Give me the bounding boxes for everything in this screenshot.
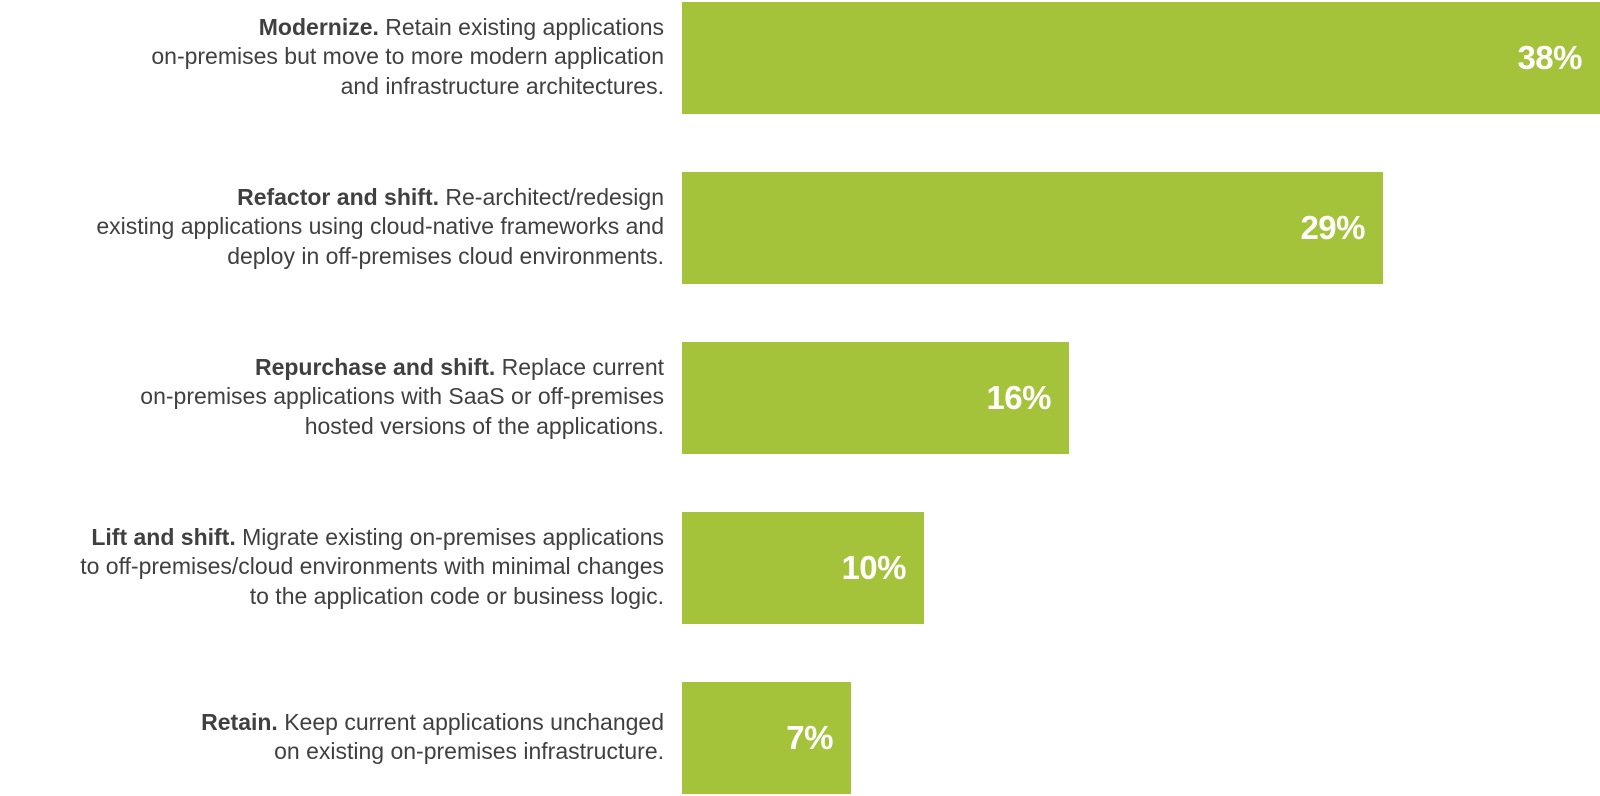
data-label: 10% — [841, 549, 906, 586]
category-name: Lift and shift. — [91, 523, 236, 550]
category-label-line: Refactor and shift. Re-architect/redesig… — [0, 183, 664, 213]
category-description: Replace current — [501, 353, 664, 380]
category-name: Retain. — [201, 708, 278, 735]
category-description: Keep current applications unchanged — [284, 708, 664, 735]
category-description: and infrastructure architectures. — [340, 72, 664, 99]
bar: 10% — [682, 512, 924, 624]
category-label-line: Repurchase and shift. Replace current — [0, 353, 664, 383]
category-label-line: on existing on-premises infrastructure. — [0, 737, 664, 767]
category-description: hosted versions of the applications. — [304, 412, 664, 439]
bar: 7% — [682, 682, 851, 794]
category-name: Repurchase and shift. — [254, 353, 496, 380]
category-description: to the application code or business logi… — [249, 582, 664, 609]
category-description: existing applications using cloud-native… — [96, 213, 664, 240]
category-label-line: to off-premises/cloud environments with … — [0, 552, 664, 582]
category-label: Modernize. Retain existing applications o… — [0, 13, 664, 102]
bar: 16% — [682, 342, 1069, 454]
category-label: Refactor and shift. Re-architect/redesig… — [0, 183, 664, 272]
bar: 29% — [682, 172, 1383, 284]
category-label-line: on-premises but move to more modern appl… — [0, 42, 664, 72]
category-label-line: Retain. Keep current applications unchan… — [0, 708, 664, 738]
category-label-line: Lift and shift. Migrate existing on-prem… — [0, 523, 664, 553]
category-description: to off-premises/cloud environments with … — [80, 553, 664, 580]
category-label: Lift and shift. Migrate existing on-prem… — [0, 523, 664, 612]
data-label: 7% — [786, 719, 833, 756]
category-description: Retain existing applications — [385, 13, 664, 40]
data-label: 16% — [986, 379, 1051, 416]
category-name: Refactor and shift. — [237, 183, 439, 210]
category-label-line: on-premises applications with SaaS or of… — [0, 382, 664, 412]
category-description: Migrate existing on-premises application… — [242, 523, 664, 550]
category-label-line: deploy in off-premises cloud environment… — [0, 242, 664, 272]
category-label-line: and infrastructure architectures. — [0, 72, 664, 102]
category-label-line: existing applications using cloud-native… — [0, 212, 664, 242]
category-description: Re-architect/redesign — [445, 183, 664, 210]
bar: 38% — [682, 2, 1600, 114]
category-description: deploy in off-premises cloud environment… — [227, 242, 664, 269]
category-name: Modernize. — [258, 13, 379, 40]
category-label: Retain. Keep current applications unchan… — [0, 708, 664, 767]
category-label-line: Modernize. Retain existing applications — [0, 13, 664, 43]
category-label-line: to the application code or business logi… — [0, 582, 664, 612]
category-label-line: hosted versions of the applications. — [0, 412, 664, 442]
category-description: on-premises but move to more modern appl… — [151, 43, 664, 70]
data-label: 29% — [1300, 209, 1365, 246]
data-label: 38% — [1517, 39, 1582, 76]
category-description: on-premises applications with SaaS or of… — [140, 383, 664, 410]
category-description: on existing on-premises infrastructure. — [274, 738, 664, 764]
category-label: Repurchase and shift. Replace current on-… — [0, 353, 664, 442]
